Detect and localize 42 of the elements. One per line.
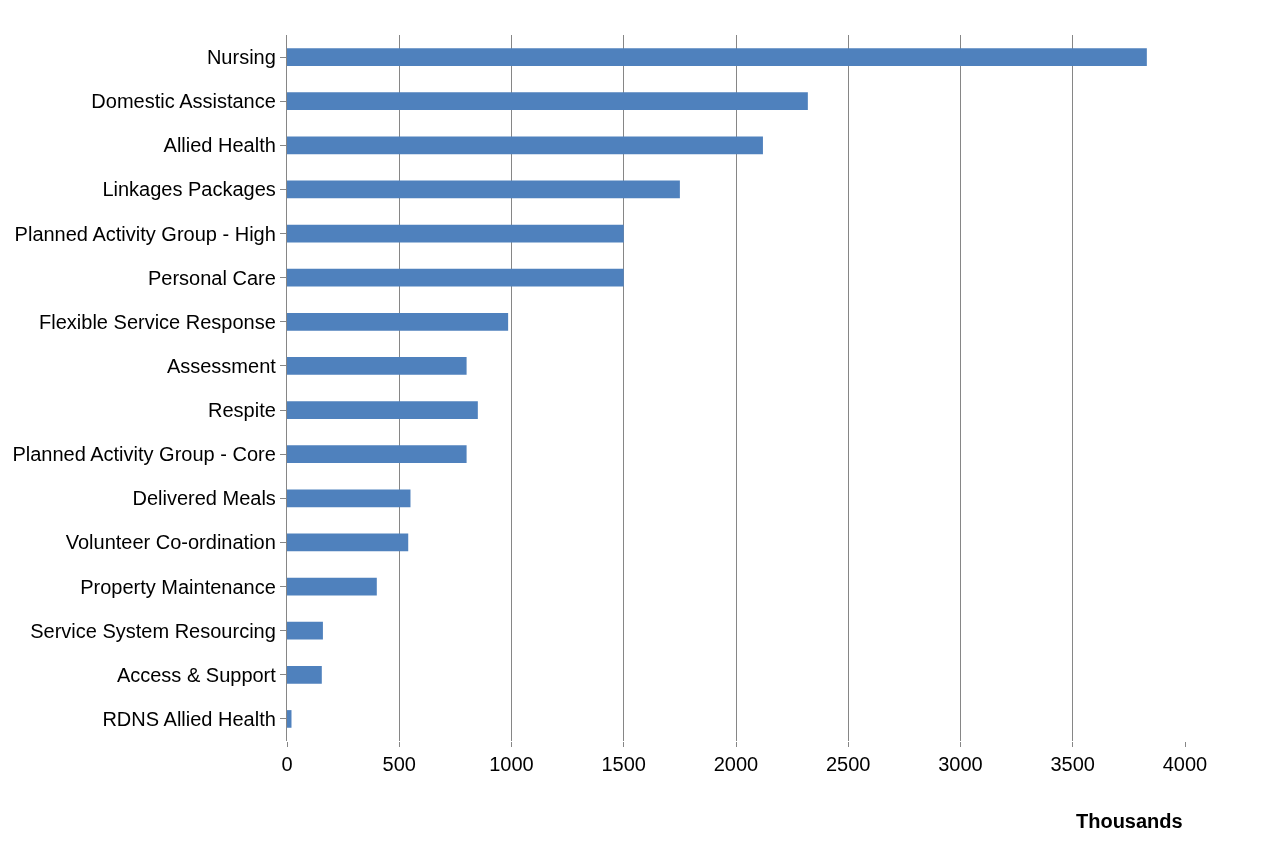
x-tick-label: 500 bbox=[382, 753, 416, 775]
x-tick-label: 0 bbox=[281, 753, 293, 775]
y-tick-label: Assessment bbox=[166, 354, 277, 377]
y-tick-label: Planned Activity Group - Core bbox=[12, 443, 276, 466]
bar bbox=[287, 92, 808, 111]
y-tick-label: Respite bbox=[208, 399, 276, 422]
bar bbox=[287, 268, 624, 287]
bar bbox=[287, 224, 624, 243]
bar bbox=[287, 136, 763, 155]
bar bbox=[287, 710, 292, 728]
y-tick-label: Property Maintenance bbox=[80, 575, 276, 598]
bar bbox=[287, 312, 509, 331]
bar bbox=[287, 621, 323, 640]
x-tick-label: 2500 bbox=[826, 753, 871, 775]
x-axis-title: Thousands bbox=[1076, 810, 1183, 832]
y-tick-label: Nursing bbox=[206, 46, 276, 69]
y-tick-label: Personal Care bbox=[148, 266, 276, 289]
bar bbox=[287, 357, 467, 375]
bar bbox=[287, 180, 680, 199]
y-tick-label: Access & Support bbox=[116, 663, 277, 686]
bar bbox=[287, 445, 467, 464]
y-tick-label: Planned Activity Group - High bbox=[14, 222, 276, 245]
y-tick-label: Service System Resourcing bbox=[30, 619, 276, 642]
bar bbox=[287, 665, 322, 684]
x-tick-label: 3000 bbox=[938, 753, 983, 775]
y-tick-label: Flexible Service Response bbox=[39, 310, 276, 333]
bar bbox=[287, 577, 377, 596]
y-tick-label: RDNS Allied Health bbox=[102, 707, 276, 730]
bar bbox=[287, 401, 478, 419]
y-tick-label: Delivered Meals bbox=[132, 487, 276, 510]
y-tick-label: Volunteer Co-ordination bbox=[65, 531, 276, 554]
x-tick-label: 1000 bbox=[489, 753, 534, 775]
bar bbox=[287, 533, 409, 552]
y-tick-label: Linkages Packages bbox=[102, 178, 276, 201]
x-tick-label: 1500 bbox=[601, 753, 646, 775]
x-tick-label: 4000 bbox=[1162, 753, 1208, 775]
bar bbox=[287, 489, 411, 508]
y-tick-label: Allied Health bbox=[163, 134, 276, 157]
x-tick-label: 2000 bbox=[713, 753, 759, 775]
bar bbox=[287, 48, 1147, 66]
y-tick-label: Domestic Assistance bbox=[91, 90, 276, 113]
x-tick-label: 3500 bbox=[1050, 753, 1095, 775]
